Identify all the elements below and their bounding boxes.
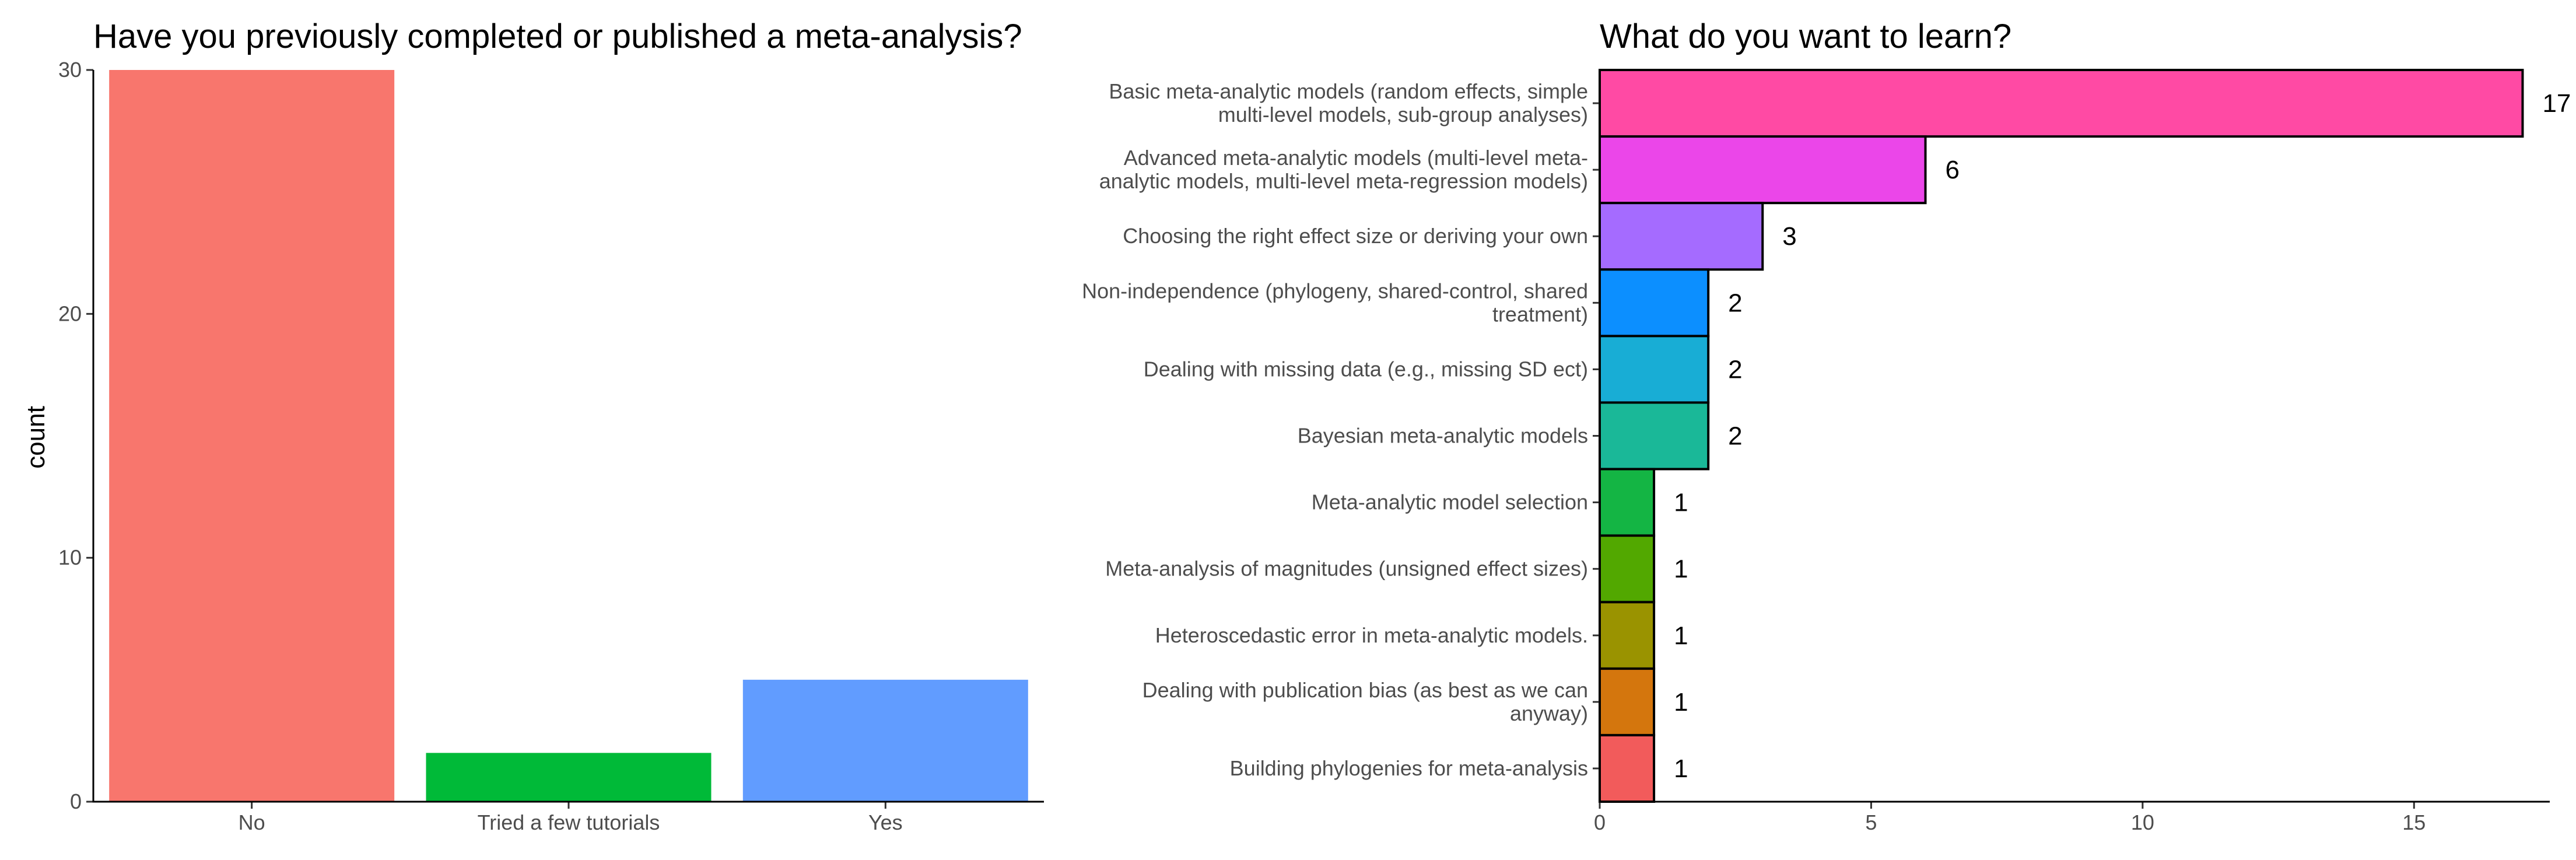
chart2-bar [1599, 667, 1656, 736]
chart2-value-labels: 17 6 3 2 2 2 1 1 1 1 1 [1674, 89, 2571, 783]
chart2-bar [1599, 601, 1656, 670]
chart2-category-label: Advanced meta-analytic models (multi-lev… [1099, 146, 1588, 193]
chart2-value-label: 2 [1728, 422, 1742, 451]
chart2-value-label: 2 [1728, 289, 1742, 317]
chart2-category-label: Dealing with missing data (e.g., missing… [1144, 357, 1588, 381]
chart1-bar [109, 70, 395, 802]
chart1-title: Have you previously completed or publish… [93, 17, 1022, 55]
chart2-bars [1599, 69, 2524, 803]
chart2-category-label: Building phylogenies for meta-analysis [1230, 756, 1588, 780]
chart2-category-label: Bayesian meta-analytic models [1298, 424, 1588, 448]
chart2-category-label: Choosing the right effect size or derivi… [1123, 224, 1588, 248]
chart2-category-label: Dealing with publication bias (as best a… [1142, 678, 1588, 725]
chart2-value-label: 1 [1674, 489, 1688, 517]
chart1-x-ticks: No Tried a few tutorials Yes [239, 802, 903, 834]
chart2-value-label: 3 [1782, 222, 1796, 251]
chart1-y-tick-label: 10 [58, 546, 82, 570]
chart2-bar [1599, 468, 1656, 537]
chart2-value-label: 1 [1674, 555, 1688, 584]
chart1-y-axis-title: count [22, 406, 50, 469]
chart1-y-tick-label: 0 [70, 789, 82, 813]
chart2-category-label: Meta-analysis of magnitudes (unsigned ef… [1105, 557, 1588, 581]
chart2-x-tick-label: 5 [1865, 810, 1877, 834]
chart2-category-labels: Basic meta-analytic models (random effec… [1082, 79, 1600, 780]
chart2-x-tick-label: 15 [2402, 810, 2426, 834]
chart2-bar [1599, 401, 1710, 471]
chart2-value-label: 1 [1674, 688, 1688, 717]
chart2-category-label: Meta-analytic model selection [1312, 490, 1588, 514]
chart2-bar [1599, 733, 1656, 803]
chart2-bar [1599, 268, 1710, 338]
chart2-category-label: Heteroscedastic error in meta-analytic m… [1155, 623, 1588, 647]
chart2-bar [1599, 135, 1927, 205]
chart-prior-experience: Have you previously completed or publish… [22, 17, 1044, 834]
chart1-x-tick-label: No [239, 810, 265, 834]
chart2-category-label: Basic meta-analytic models (random effec… [1109, 79, 1588, 127]
chart2-x-tick-label: 10 [2131, 810, 2154, 834]
chart2-title: What do you want to learn? [1600, 17, 2011, 55]
chart1-bars [109, 70, 1028, 802]
chart2-bar [1599, 69, 2524, 138]
chart2-bar [1599, 534, 1656, 603]
chart2-value-label: 6 [1946, 156, 1960, 184]
chart2-value-label: 2 [1728, 355, 1742, 384]
chart2-x-tick-label: 0 [1594, 810, 1606, 834]
chart2-value-label: 1 [1674, 754, 1688, 783]
chart2-category-label: Non-independence (phylogeny, shared-cont… [1082, 279, 1588, 326]
chart1-y-tick-label: 30 [58, 58, 82, 82]
chart1-x-tick-label: Yes [868, 810, 903, 834]
chart-learning-topics: What do you want to learn? Basic meta-an… [1082, 17, 2571, 834]
chart1-x-tick-label: Tried a few tutorials [478, 810, 660, 834]
chart1-bar [742, 679, 1028, 802]
chart1-y-ticks: 0 10 20 30 [58, 58, 93, 813]
chart2-x-ticks: 0 5 10 15 [1594, 802, 2426, 834]
chart2-value-label: 1 [1674, 622, 1688, 650]
chart2-bar [1599, 202, 1764, 271]
chart2-value-label: 17 [2542, 89, 2571, 118]
chart2-bar [1599, 335, 1710, 404]
chart1-bar [426, 753, 712, 802]
chart1-y-tick-label: 20 [58, 301, 82, 325]
